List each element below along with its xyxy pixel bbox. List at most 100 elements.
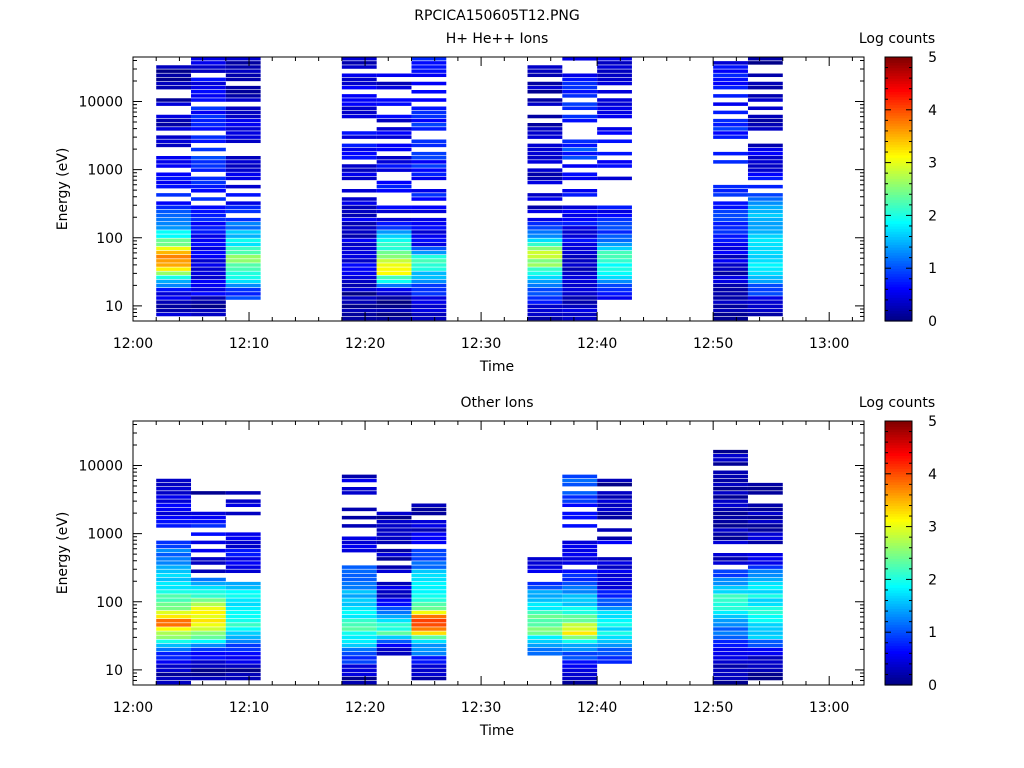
heatmap-cell (376, 557, 412, 561)
colorbar-segment (885, 130, 912, 135)
heatmap-cell (527, 296, 563, 300)
heatmap-cell (411, 197, 447, 201)
heatmap-cell (156, 495, 192, 499)
heatmap-cell (341, 643, 377, 648)
heatmap-cell (713, 151, 748, 156)
heatmap-cell (597, 647, 632, 652)
heatmap-cell (713, 85, 748, 90)
heatmap-cell (341, 209, 377, 214)
heatmap-cell (747, 606, 783, 611)
heatmap-cell (527, 602, 563, 607)
colorbar-segment (885, 455, 912, 459)
heatmap-cell (562, 676, 598, 681)
heatmap-cell (597, 478, 632, 483)
colorbar-segment (885, 568, 912, 573)
heatmap-cell (191, 288, 226, 292)
heatmap-cell (225, 127, 261, 131)
heatmap-cell (597, 238, 632, 243)
heatmap-cell (713, 77, 748, 82)
heatmap-cell (376, 209, 412, 214)
heatmap-cell (747, 553, 783, 557)
heatmap-cell (713, 590, 748, 594)
colorbar-segment (885, 233, 912, 238)
heatmap-cell (562, 193, 598, 197)
heatmap-cell (597, 586, 632, 590)
heatmap-cell (527, 288, 563, 292)
heatmap-cell (527, 279, 563, 284)
heatmap-cell (191, 77, 226, 82)
heatmap-cell (562, 106, 598, 111)
heatmap-cell (597, 511, 632, 516)
colorbar-segment (885, 104, 912, 108)
heatmap-cell (597, 65, 632, 69)
y-tick-label: 10000 (78, 95, 123, 111)
colorbar-segment (885, 479, 912, 483)
heatmap-cell (597, 57, 632, 61)
heatmap-cell (411, 259, 447, 263)
heatmap-cell (562, 209, 598, 214)
heatmap-cell (411, 590, 447, 594)
heatmap-cell (562, 511, 598, 516)
heatmap-cell (191, 135, 226, 139)
heatmap-cell (713, 511, 748, 516)
heatmap-cell (411, 643, 447, 648)
heatmap-cell (191, 180, 226, 185)
panel-1-colorbar: 0 1 2 3 4 5 (884, 50, 937, 330)
heatmap-cell (411, 300, 447, 304)
heatmap-cell (341, 279, 377, 284)
heatmap-cell (562, 102, 598, 106)
heatmap-cell (713, 250, 748, 255)
heatmap-cell (597, 267, 632, 271)
heatmap-cell (562, 316, 598, 321)
heatmap-cell (225, 263, 261, 267)
colorbar-segment (885, 99, 912, 103)
heatmap-cell (527, 275, 563, 280)
heatmap-cell (411, 110, 447, 115)
heatmap-cell (527, 234, 563, 238)
heatmap-cell (156, 308, 192, 313)
heatmap-cell (597, 114, 632, 119)
heatmap-cell (597, 482, 632, 487)
heatmap-cell (713, 189, 748, 193)
heatmap-cell (341, 205, 377, 210)
heatmap-cell (191, 61, 226, 65)
colorbar-segment (885, 655, 912, 660)
heatmap-cell (376, 540, 412, 545)
heatmap-cell (562, 172, 598, 177)
heatmap-cell (713, 234, 748, 238)
heatmap-cell (411, 57, 447, 61)
heatmap-cell (225, 255, 261, 259)
heatmap-cell (747, 172, 783, 177)
colorbar-segment (885, 423, 912, 427)
heatmap-cell (156, 656, 192, 660)
heatmap-cell (713, 515, 748, 520)
heatmap-cell (713, 478, 748, 483)
heatmap-cell (527, 209, 563, 214)
heatmap-cell (411, 528, 447, 532)
heatmap-cell (597, 499, 632, 503)
heatmap-cell (713, 680, 748, 685)
heatmap-cell (713, 660, 748, 664)
x-tick-label: 12:40 (577, 700, 617, 716)
heatmap-cell (225, 288, 261, 292)
figure-title: RPCICA150605T12.PNG (414, 8, 579, 24)
heatmap-cell (376, 296, 412, 300)
heatmap-cell (747, 255, 783, 259)
heatmap-cell (225, 250, 261, 255)
heatmap-cell (411, 627, 447, 631)
colorbar-segment (885, 157, 912, 161)
heatmap-cell (225, 69, 261, 73)
panel-2-title: Other Ions (460, 395, 533, 411)
heatmap-cell (747, 242, 783, 247)
heatmap-cell (713, 503, 748, 508)
heatmap-cell (341, 602, 377, 607)
heatmap-cell (376, 143, 412, 148)
heatmap-cell (376, 164, 412, 168)
heatmap-cell (713, 602, 748, 607)
heatmap-cell (562, 288, 598, 292)
heatmap-cell (562, 602, 598, 607)
heatmap-cell (562, 81, 598, 86)
heatmap-cell (562, 304, 598, 309)
heatmap-cell (747, 118, 783, 123)
heatmap-cell (411, 143, 447, 148)
